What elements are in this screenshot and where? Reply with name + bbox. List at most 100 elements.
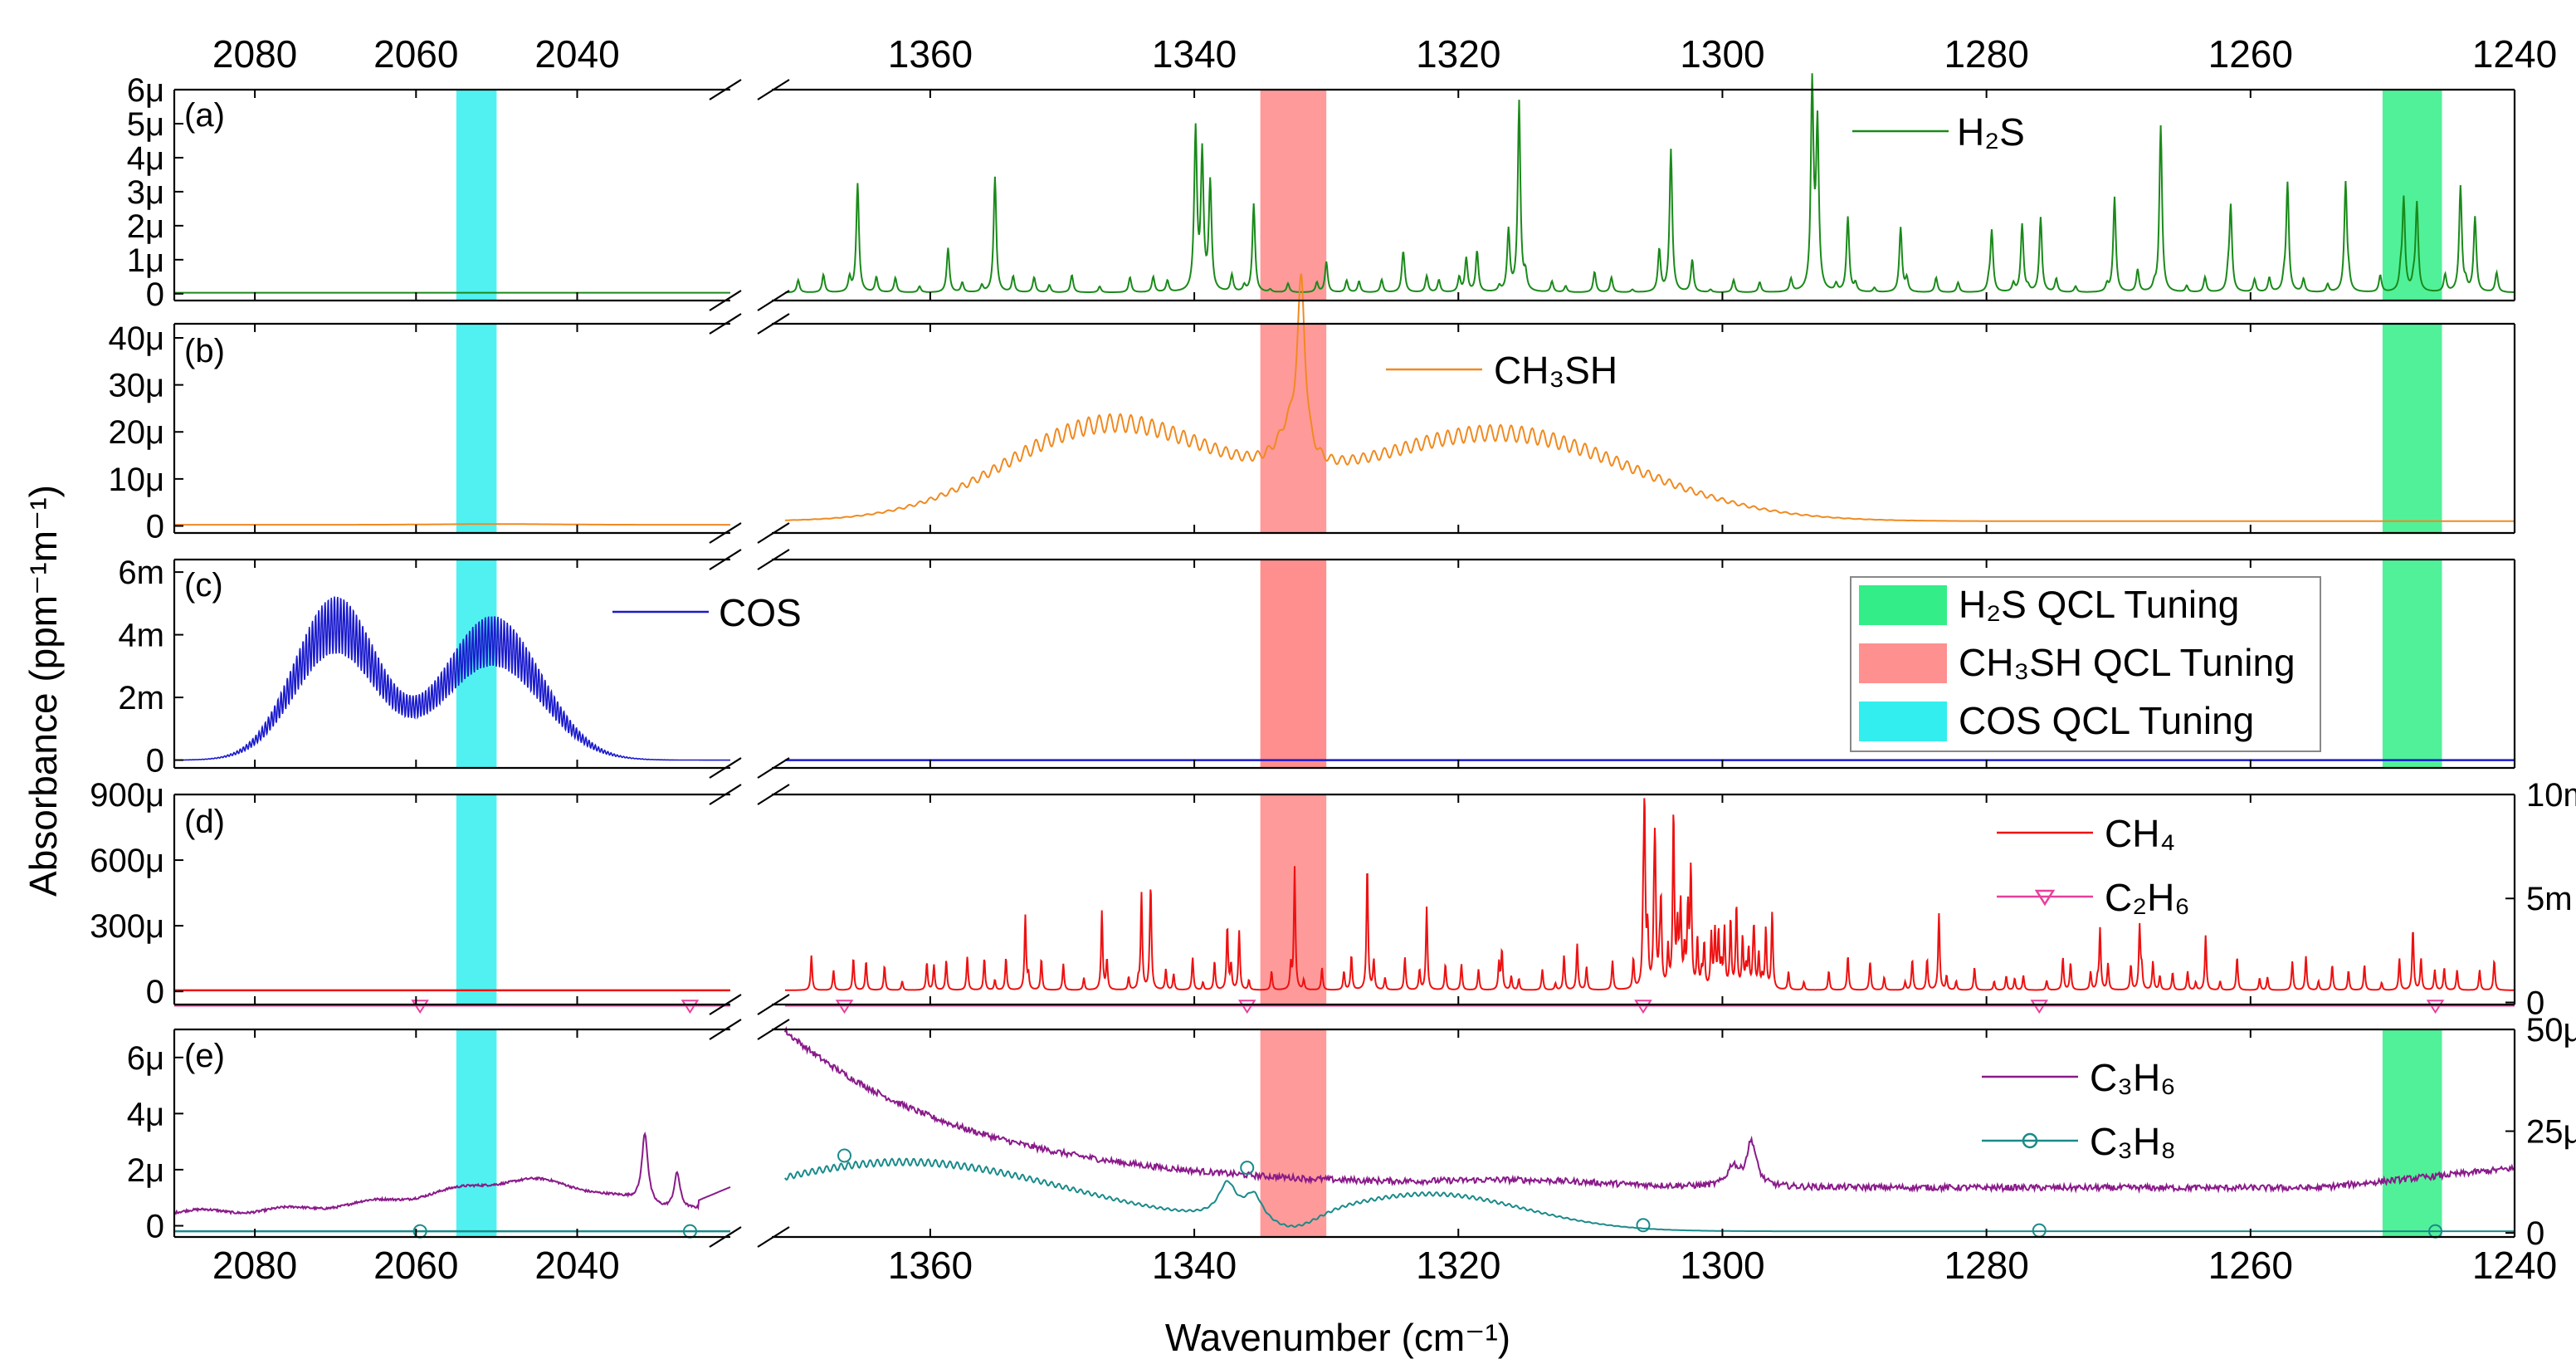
y-tick-label: 1μ <box>127 242 164 279</box>
legend-label-c3h8: C₃H₈ <box>2090 1120 2176 1163</box>
tuning-legend: H₂S QCL Tuning CH₃SH QCL Tuning COS QCL … <box>1850 576 2321 752</box>
axis-frame-right <box>772 793 2516 1006</box>
axis-frame-left <box>173 1028 730 1239</box>
legend-label-h2s: H₂S <box>1957 110 2025 154</box>
axes-layer: 01μ2μ3μ4μ5μ6μ010μ20μ30μ40μ02m4m6m0300μ60… <box>90 72 2576 1252</box>
y-tick-label: 6μ <box>127 72 164 109</box>
top-x-tick-label: 1240 <box>2472 32 2557 76</box>
x-tick-label: 1320 <box>1416 1244 1500 1287</box>
axis-break-mark <box>757 549 790 570</box>
top-x-tick-label: 1360 <box>888 32 973 76</box>
c2h6-marker <box>2426 1000 2445 1014</box>
y-tick-label-right: 0 <box>2526 1215 2544 1252</box>
axis-frame-right <box>772 1028 2516 1239</box>
top-x-tick-label: 1340 <box>1152 32 1237 76</box>
panel-label-d: (d) <box>184 804 225 840</box>
top-x-tick-label: 2060 <box>373 32 458 76</box>
axis-break-mark <box>757 757 790 779</box>
tuning-band <box>2382 560 2442 768</box>
c3h6-spectrum-left <box>173 1132 731 1215</box>
legend-ch3sh: CH₃SH <box>1386 349 1617 392</box>
y-tick-label: 2μ <box>127 1152 164 1189</box>
legend-swatch-h2s-tuning <box>1859 585 1947 625</box>
x-tick-label: 1340 <box>1152 1244 1237 1287</box>
y-tick-label: 2m <box>118 680 164 716</box>
x-tick-label: 1260 <box>2208 1244 2293 1287</box>
axis-break-mark <box>709 757 742 779</box>
x-tick-label: 2040 <box>534 1244 619 1287</box>
top-x-tick-label: 1280 <box>1944 32 2028 76</box>
y-tick-label: 6μ <box>127 1040 164 1077</box>
legend-label-cos: COS <box>719 591 802 634</box>
y-tick-label: 0 <box>146 974 164 1010</box>
h2s-spectrum <box>784 73 2515 294</box>
axis-frame-left <box>173 793 730 1006</box>
tuning-band <box>456 794 497 1005</box>
y-tick-label: 0 <box>146 509 164 545</box>
tuning-band <box>2382 1029 2442 1237</box>
y-tick-label-right: 25μ <box>2526 1114 2576 1151</box>
axis-break-mark <box>709 1226 742 1248</box>
x-tick-label: 2060 <box>373 1244 458 1287</box>
ch4-spectrum <box>784 798 2515 991</box>
c2h6-marker <box>1237 1000 1256 1014</box>
axis-frame-left <box>173 322 730 535</box>
panel-label-a: (a) <box>184 97 225 134</box>
y-tick-label: 30μ <box>108 368 164 404</box>
c3h8-marker <box>1240 1161 1255 1176</box>
legend-cos: COS <box>612 591 802 634</box>
legend-ch4: CH₄ <box>1997 812 2175 855</box>
tuning-band <box>1260 1029 1327 1237</box>
x-tick-label: 2080 <box>212 1244 297 1287</box>
legend-swatch-ch3sh-tuning <box>1859 643 1947 683</box>
legend-c2h6: C₂H₆ <box>1997 876 2190 919</box>
y-tick-label-right: 10m <box>2526 777 2576 814</box>
x-tick-label: 1280 <box>1944 1244 2028 1287</box>
legend-label-cos-tuning: COS QCL Tuning <box>1959 699 2254 742</box>
axis-break-mark <box>757 1019 790 1040</box>
y-tick-label: 6m <box>118 555 164 591</box>
y-tick-label: 10μ <box>108 462 164 498</box>
tuning-band <box>2382 324 2442 533</box>
axis-break-mark <box>757 784 790 805</box>
y-tick-label: 600μ <box>90 843 164 879</box>
axis-break-mark <box>709 313 742 335</box>
c3h8-marker <box>1636 1218 1651 1233</box>
axis-break-mark <box>709 994 742 1015</box>
legend-h2s: H₂S <box>1852 110 2025 154</box>
axis-break-mark <box>709 290 742 311</box>
x-tick-label: 1300 <box>1680 1244 1764 1287</box>
legend-c3h8: C₃H₈ <box>1982 1120 2176 1163</box>
y-tick-label: 0 <box>146 743 164 780</box>
axis-break-mark <box>757 522 790 544</box>
y-tick-label-right: 0 <box>2526 985 2544 1021</box>
axis-break-mark <box>757 1226 790 1248</box>
axis-break-mark <box>709 522 742 544</box>
top-x-tick-label: 1320 <box>1416 32 1500 76</box>
legend-swatch-cos-tuning <box>1859 702 1947 741</box>
tuning-band <box>2382 90 2442 301</box>
y-tick-label: 4m <box>118 618 164 654</box>
axis-break-mark <box>757 313 790 335</box>
panel-label-b: (b) <box>184 333 225 369</box>
c2h6-marker <box>835 1000 854 1014</box>
y-tick-label: 4μ <box>127 1096 164 1132</box>
legend-label-c3h6: C₃H₆ <box>2090 1056 2176 1099</box>
top-x-tick-label: 2040 <box>534 32 619 76</box>
legend-label-h2s-tuning: H₂S QCL Tuning <box>1959 583 2239 626</box>
axis-frame-left <box>173 88 730 302</box>
c2h6-marker <box>1634 1000 1652 1014</box>
c2h6-marker <box>411 1000 429 1014</box>
y-tick-label: 40μ <box>108 320 164 357</box>
axis-frame-left <box>173 558 730 770</box>
tuning-bands <box>456 90 2442 1237</box>
axis-frame-right <box>772 88 2516 302</box>
panel-label-e: (e) <box>184 1038 225 1074</box>
axis-frame-right <box>772 322 2516 535</box>
y-tick-label: 20μ <box>108 414 164 451</box>
top-x-tick-label: 2080 <box>212 32 297 76</box>
legend-label-ch4: CH₄ <box>2105 812 2175 855</box>
y-tick-label: 300μ <box>90 908 164 945</box>
c2h6-marker <box>2030 1000 2049 1014</box>
